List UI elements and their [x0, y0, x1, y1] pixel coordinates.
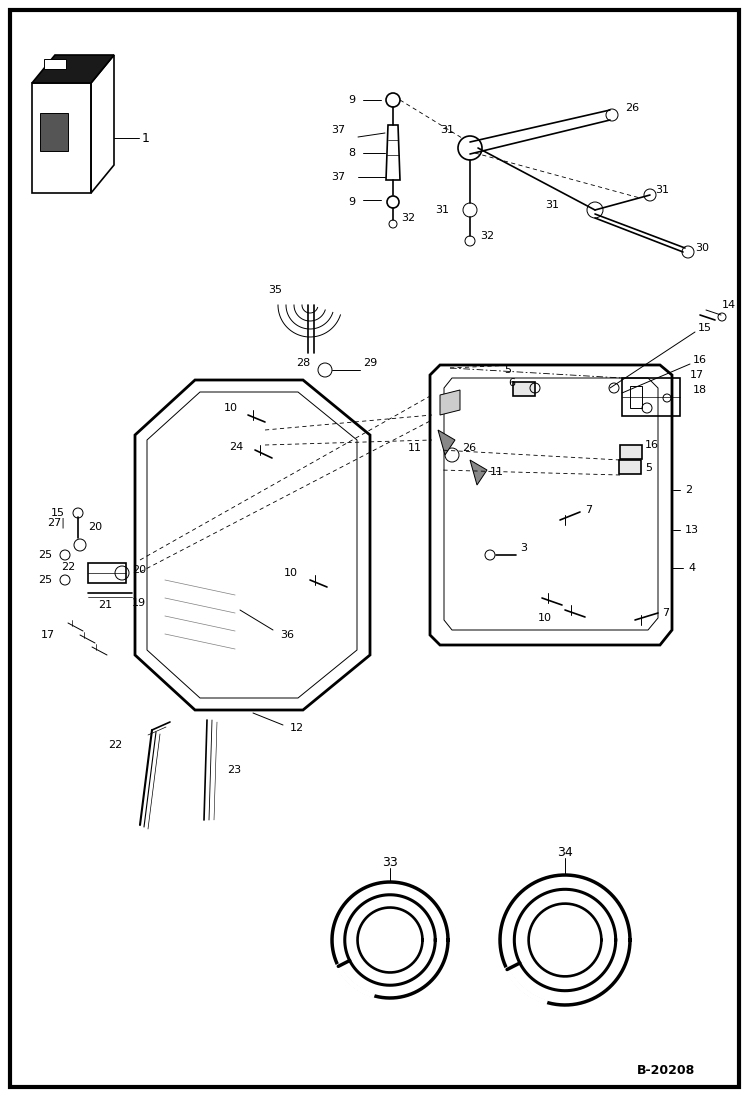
- Polygon shape: [440, 391, 460, 415]
- Text: 8: 8: [348, 148, 355, 158]
- Text: 1: 1: [142, 132, 150, 145]
- Text: 36: 36: [280, 630, 294, 640]
- Text: 10: 10: [224, 403, 238, 412]
- Bar: [513, 382, 535, 396]
- Polygon shape: [32, 55, 114, 83]
- Text: 22: 22: [108, 740, 122, 750]
- Text: 25: 25: [38, 550, 52, 559]
- Text: 16: 16: [693, 355, 707, 365]
- Bar: [622, 378, 680, 416]
- Text: 31: 31: [545, 200, 559, 210]
- Text: B-20208: B-20208: [637, 1063, 695, 1076]
- Text: 17: 17: [690, 370, 704, 380]
- Text: 33: 33: [382, 856, 398, 869]
- Text: 13: 13: [685, 525, 699, 535]
- Text: 6: 6: [508, 378, 515, 388]
- Text: 32: 32: [401, 213, 415, 223]
- Bar: [620, 445, 642, 459]
- Text: 32: 32: [480, 231, 494, 241]
- Text: 23: 23: [227, 765, 241, 774]
- Text: 34: 34: [557, 846, 573, 859]
- Bar: [630, 386, 642, 408]
- Text: 4: 4: [688, 563, 695, 573]
- Text: 35: 35: [268, 285, 282, 295]
- Text: 22: 22: [61, 562, 75, 572]
- Text: 15: 15: [698, 323, 712, 333]
- Text: 2: 2: [685, 485, 692, 495]
- Text: 9: 9: [348, 95, 355, 105]
- Text: 12: 12: [290, 723, 304, 733]
- Text: 26: 26: [625, 103, 639, 113]
- Polygon shape: [438, 430, 455, 455]
- Text: 11: 11: [408, 443, 422, 453]
- Text: 3: 3: [520, 543, 527, 553]
- Text: 21: 21: [98, 600, 112, 610]
- Text: 11: 11: [490, 467, 504, 477]
- Text: 15: 15: [51, 508, 65, 518]
- Text: 10: 10: [284, 568, 298, 578]
- Text: 26: 26: [462, 443, 476, 453]
- Text: 20: 20: [132, 565, 146, 575]
- Polygon shape: [470, 460, 487, 485]
- Text: 17: 17: [41, 630, 55, 640]
- Text: 18: 18: [693, 385, 707, 395]
- Text: 31: 31: [440, 125, 454, 135]
- Text: 7: 7: [662, 608, 669, 618]
- Text: 14: 14: [722, 299, 736, 310]
- Text: 10: 10: [538, 613, 552, 623]
- Text: 24: 24: [228, 442, 243, 452]
- Text: 16: 16: [645, 440, 659, 450]
- Text: 37: 37: [331, 172, 345, 182]
- Text: 31: 31: [435, 205, 449, 215]
- Bar: [40, 113, 68, 151]
- Text: 29: 29: [363, 358, 377, 367]
- Text: 5: 5: [505, 365, 512, 375]
- Bar: [88, 563, 126, 583]
- Text: 31: 31: [655, 185, 669, 195]
- Text: 37: 37: [331, 125, 345, 135]
- Text: 20: 20: [88, 522, 102, 532]
- Text: 7: 7: [585, 505, 592, 514]
- Text: 9: 9: [348, 197, 355, 207]
- Bar: [619, 460, 641, 474]
- Text: 25: 25: [38, 575, 52, 585]
- Text: 19: 19: [132, 598, 146, 608]
- Text: 5: 5: [645, 463, 652, 473]
- Text: 30: 30: [695, 244, 709, 253]
- Text: 27|: 27|: [47, 518, 65, 529]
- Polygon shape: [44, 59, 66, 69]
- Text: 28: 28: [296, 358, 310, 367]
